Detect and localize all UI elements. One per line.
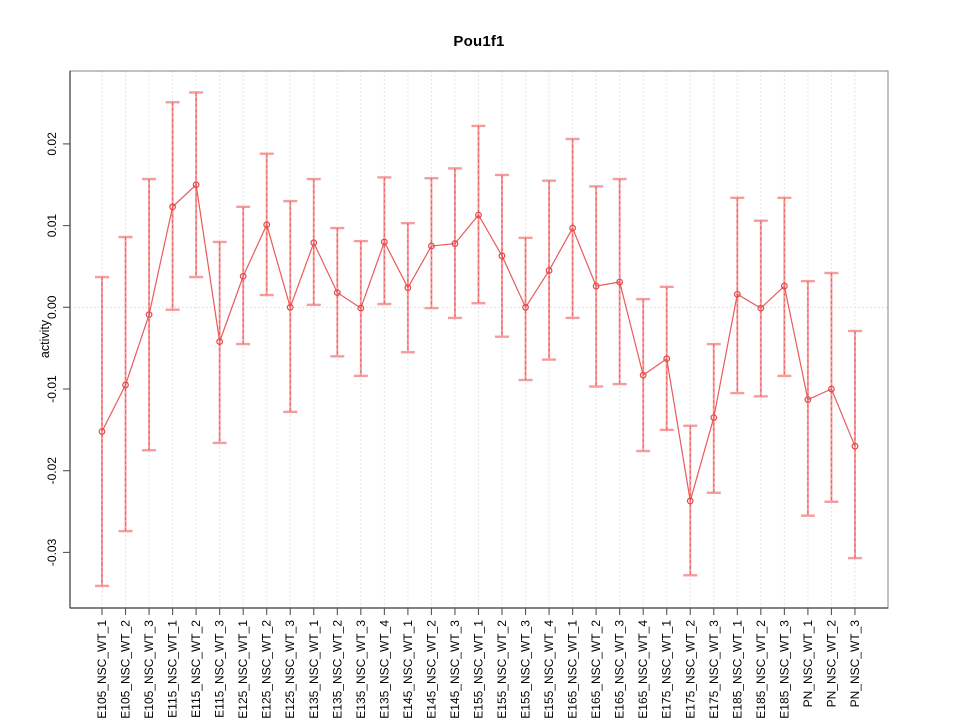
data-line	[101, 183, 856, 502]
x-tick-label: E155_NSC_WT_1	[471, 620, 485, 719]
data-point	[310, 239, 318, 247]
y-tick-label: 0.00	[45, 295, 59, 319]
x-tick-label: E125_NSC_WT_2	[260, 620, 274, 719]
data-point	[169, 203, 176, 211]
data-point	[498, 252, 506, 260]
data-point	[333, 289, 341, 296]
data-point	[639, 371, 647, 379]
x-tick-label: E145_NSC_WT_3	[448, 620, 462, 719]
x-tick-label: E155_NSC_WT_4	[542, 620, 556, 719]
data-point	[404, 284, 412, 292]
data-point	[145, 311, 153, 319]
data-point	[357, 304, 365, 312]
x-tick-label: E115_NSC_WT_2	[189, 620, 203, 718]
x-tick-label: E145_NSC_WT_2	[424, 620, 438, 719]
x-tick-label: E175_NSC_WT_3	[707, 620, 721, 719]
y-tick-label: -0.01	[45, 375, 59, 403]
data-point	[804, 396, 812, 404]
x-tick-label: E105_NSC_WT_3	[142, 620, 156, 719]
x-tick-label: E175_NSC_WT_2	[683, 620, 697, 719]
x-tick-label: E135_NSC_WT_3	[354, 620, 368, 719]
data-point	[216, 338, 224, 346]
x-tick-label: E105_NSC_WT_2	[119, 620, 133, 719]
data-point	[98, 428, 106, 435]
data-point	[592, 282, 600, 290]
data-point	[686, 497, 694, 505]
x-tick-label: PN_NSC_WT_1	[801, 620, 815, 708]
x-tick-label: E145_NSC_WT_1	[401, 620, 415, 719]
x-tick-label: E165_NSC_WT_4	[636, 620, 650, 719]
x-tick-label: E135_NSC_WT_4	[377, 620, 391, 719]
data-point	[522, 303, 529, 311]
x-tick-label: E155_NSC_WT_2	[495, 620, 509, 719]
x-tick-label: E165_NSC_WT_3	[613, 620, 627, 719]
x-tick-label: E115_NSC_WT_1	[166, 620, 180, 718]
data-point	[380, 238, 388, 246]
x-tick-label: E125_NSC_WT_1	[236, 620, 250, 719]
x-tick-label: PN_NSC_WT_3	[848, 620, 862, 708]
data-point	[780, 282, 788, 290]
data-point	[286, 303, 294, 311]
x-tick-label: E135_NSC_WT_1	[307, 620, 321, 719]
y-tick-label: -0.03	[45, 538, 59, 566]
data-point	[475, 211, 482, 219]
x-tick-label: E185_NSC_WT_1	[730, 620, 744, 719]
x-tick-label: E115_NSC_WT_3	[213, 620, 227, 718]
x-tick-label: E105_NSC_WT_1	[95, 620, 109, 719]
data-point	[851, 442, 859, 450]
x-tick-label: E155_NSC_WT_3	[519, 620, 533, 719]
x-tick-label: E185_NSC_WT_3	[777, 620, 791, 719]
data-point	[428, 242, 435, 250]
data-point	[569, 224, 576, 232]
x-tick-label: E175_NSC_WT_1	[660, 620, 674, 719]
chart-title: Pou1f1	[453, 33, 505, 50]
data-point	[263, 221, 271, 229]
data-point	[757, 304, 765, 312]
data-point	[122, 381, 129, 389]
y-tick-label: 0.02	[45, 132, 59, 156]
x-tick-label: E125_NSC_WT_3	[283, 620, 297, 719]
x-tick-label: E165_NSC_WT_1	[566, 620, 580, 719]
data-point	[239, 272, 247, 280]
y-tick-label: -0.02	[45, 457, 59, 485]
data-point	[545, 267, 553, 274]
data-point	[710, 414, 718, 421]
data-point	[451, 240, 459, 247]
x-tick-label: PN_NSC_WT_2	[824, 620, 838, 708]
data-point	[733, 290, 741, 298]
data-point	[663, 355, 671, 363]
x-tick-label: E185_NSC_WT_2	[754, 620, 768, 719]
y-tick-label: 0.01	[45, 214, 59, 238]
data-point	[616, 278, 624, 286]
data-point	[192, 181, 200, 189]
x-tick-label: E165_NSC_WT_2	[589, 620, 603, 719]
x-tick-label: E135_NSC_WT_2	[330, 620, 344, 719]
data-point	[828, 385, 835, 393]
